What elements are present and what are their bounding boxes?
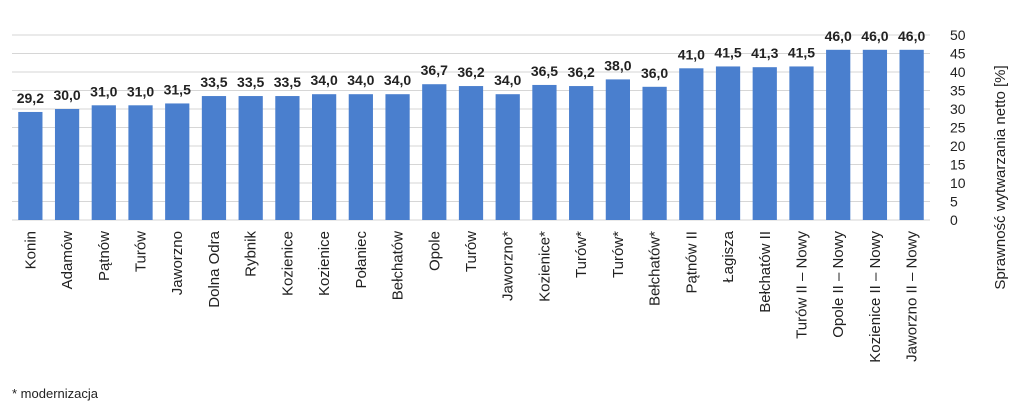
x-tick-label: Kozienice* bbox=[536, 231, 553, 302]
data-label: 31,0 bbox=[90, 83, 117, 99]
bar bbox=[899, 49, 924, 220]
data-label: 34,0 bbox=[494, 72, 521, 88]
y-tick-label: 45 bbox=[950, 46, 966, 62]
bar bbox=[605, 79, 630, 221]
data-label: 34,0 bbox=[347, 72, 374, 88]
bar bbox=[789, 66, 814, 220]
y-tick-label: 15 bbox=[950, 157, 966, 173]
bar bbox=[752, 67, 777, 220]
bar bbox=[18, 111, 43, 220]
bar bbox=[495, 94, 520, 220]
bar bbox=[165, 103, 190, 220]
data-label: 33,5 bbox=[200, 74, 227, 90]
data-label: 41,5 bbox=[788, 44, 815, 60]
data-label: 36,7 bbox=[421, 62, 448, 78]
x-tick-label: Konin bbox=[22, 231, 39, 269]
data-label: 38,0 bbox=[604, 57, 631, 73]
bar bbox=[679, 68, 704, 220]
bar bbox=[238, 96, 263, 220]
x-tick-label: Opole bbox=[426, 231, 443, 271]
x-tick-label: Turów II – Nowy bbox=[793, 231, 810, 339]
x-tick-label: Turów bbox=[463, 231, 480, 272]
bar bbox=[201, 96, 227, 220]
y-tick-label: 25 bbox=[950, 120, 966, 136]
x-tick-label: Bełchatów* bbox=[647, 231, 664, 306]
bar bbox=[385, 94, 410, 220]
data-label: 46,0 bbox=[861, 28, 888, 44]
y-tick-labels: 0 5 10 15 20 25 30 35 40 45 50 bbox=[950, 27, 966, 228]
x-tick-label: Turów* bbox=[610, 231, 627, 278]
data-label: 36,5 bbox=[531, 63, 558, 79]
bar bbox=[54, 109, 80, 220]
x-tick-label: Jaworzno II – Nowy bbox=[904, 231, 921, 362]
y-tick-label: 0 bbox=[950, 212, 958, 228]
x-tick-label: Kozienice bbox=[316, 231, 333, 296]
value-labels: 29,2 30,0 31,0 31,0 31,5 33,5 33,5 33,5 34,0 34,0… bbox=[17, 28, 926, 106]
x-tick-label: Jaworzno bbox=[169, 231, 186, 295]
data-label: 36,2 bbox=[457, 64, 484, 80]
x-tick-label: Rybnik bbox=[243, 231, 260, 277]
x-tick-label: Jaworzno* bbox=[500, 231, 517, 301]
data-label: 41,3 bbox=[751, 45, 778, 61]
x-tick-label: Kozienice II – Nowy bbox=[867, 231, 884, 363]
data-label: 46,0 bbox=[825, 28, 852, 44]
y-tick-label: 10 bbox=[950, 175, 966, 191]
data-label: 31,0 bbox=[127, 83, 154, 99]
bar bbox=[569, 86, 594, 220]
data-label: 33,5 bbox=[274, 74, 301, 90]
y-tick-label: 40 bbox=[950, 64, 966, 80]
data-label: 29,2 bbox=[17, 90, 44, 106]
data-label: 46,0 bbox=[898, 28, 925, 44]
y-axis-title: Sprawność wytwarzania netto [%] bbox=[992, 65, 1009, 289]
bar bbox=[532, 84, 557, 220]
data-label: 34,0 bbox=[384, 72, 411, 88]
data-label: 36,0 bbox=[641, 65, 668, 81]
data-label: 31,5 bbox=[164, 81, 191, 97]
bar bbox=[715, 66, 741, 220]
bar bbox=[312, 94, 337, 220]
x-tick-label: Opole II – Nowy bbox=[830, 231, 847, 338]
x-tick-label: Kozienice bbox=[279, 231, 296, 296]
bar bbox=[458, 86, 484, 220]
footnote: * modernizacja bbox=[12, 386, 98, 401]
x-tick-label: Bełchatów bbox=[390, 231, 407, 300]
data-label: 36,2 bbox=[568, 64, 595, 80]
data-label: 41,5 bbox=[714, 44, 741, 60]
x-tick-label: Łagisza bbox=[720, 230, 737, 282]
x-tick-label: Turów* bbox=[573, 231, 590, 278]
y-tick-label: 35 bbox=[950, 83, 966, 99]
y-tick-label: 30 bbox=[950, 101, 966, 117]
x-tick-label: Połaniec bbox=[353, 231, 370, 289]
x-tick-label: Pątnów II bbox=[683, 231, 700, 294]
bar bbox=[862, 49, 888, 220]
data-label: 30,0 bbox=[53, 87, 80, 103]
bar bbox=[348, 94, 373, 220]
x-tick-label: Turów bbox=[133, 231, 150, 272]
y-tick-label: 5 bbox=[950, 194, 958, 210]
data-label: 33,5 bbox=[237, 74, 264, 90]
data-label: 41,0 bbox=[678, 46, 705, 62]
bar bbox=[422, 84, 447, 221]
bar bbox=[91, 105, 116, 220]
data-label: 34,0 bbox=[310, 72, 337, 88]
bar bbox=[275, 96, 300, 220]
y-tick-label: 50 bbox=[950, 27, 966, 43]
x-tick-label: Pątnów bbox=[96, 231, 113, 281]
bars bbox=[18, 49, 924, 221]
x-tick-label: Bełchatów II bbox=[757, 231, 774, 313]
y-tick-label: 20 bbox=[950, 138, 966, 154]
x-tick-label: Adamów bbox=[59, 231, 76, 290]
x-tick-label: Dolna Odra bbox=[206, 230, 223, 307]
bar bbox=[642, 86, 667, 220]
bar bbox=[826, 49, 851, 220]
category-labels: Konin Adamów Pątnów Turów Jaworzno Dolna Odra… bbox=[22, 230, 920, 362]
bar bbox=[128, 105, 153, 220]
